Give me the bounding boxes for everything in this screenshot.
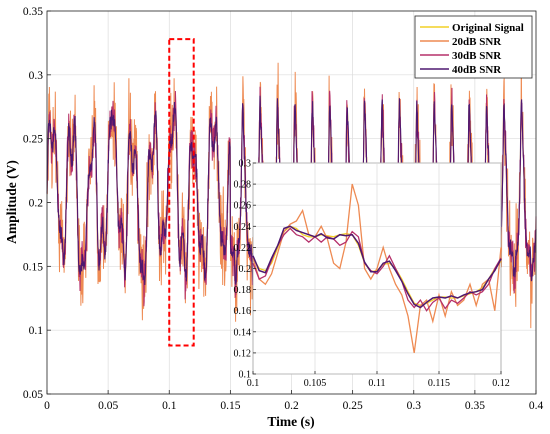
inset-series-40db-snr	[252, 225, 502, 309]
inset-x-tick-label: 0.115	[428, 378, 450, 389]
inset-y-tick-label: 0.14	[234, 327, 252, 338]
inset-grid	[252, 162, 502, 375]
y-tick-label: 0.25	[23, 134, 43, 146]
main-ticks: 0 0.05 0.1 0.15 0.2 0.25 0.3 0.35 0.40.050.10.15…	[23, 6, 544, 412]
inset-plot: 0.1 0.105 0.11 0.115 0.12 0.1 0.12 0.14 0.16 0.18…	[234, 159, 510, 390]
x-tick-label: 0.25	[343, 400, 363, 412]
inset-y-tick-label: 0.1	[239, 370, 252, 381]
inset-y-tick-label: 0.26	[234, 201, 252, 212]
inset-series-30db-snr	[252, 227, 502, 312]
inset-y-tick-label: 0.18	[234, 285, 252, 296]
x-tick-label: 0.2	[284, 400, 299, 412]
inset-y-tick-label: 0.2	[239, 264, 252, 275]
y-tick-label: 0.05	[23, 389, 43, 401]
y-tick-label: 0.15	[23, 261, 43, 273]
inset-y-tick-label: 0.24	[234, 222, 252, 233]
x-tick-label: 0.3	[407, 400, 422, 412]
x-tick-label: 0.35	[465, 400, 485, 412]
inset-y-tick-label: 0.28	[234, 180, 252, 191]
y-axis-label: Amplitude (V)	[4, 160, 19, 244]
inset-series-layer	[252, 183, 502, 354]
inset-ticks: 0.1 0.105 0.11 0.115 0.12 0.1 0.12 0.14 0.16 0.18…	[234, 159, 510, 390]
y-tick-label: 0.1	[29, 325, 44, 337]
inset-y-tick-label: 0.22	[234, 243, 252, 254]
legend-label: Original Signal	[452, 22, 524, 34]
inset-x-tick-label: 0.105	[304, 378, 327, 389]
y-tick-label: 0.2	[29, 198, 44, 210]
x-axis-label: Time (s)	[267, 414, 314, 429]
x-tick-label: 0	[44, 400, 50, 412]
inset-y-tick-label: 0.3	[239, 159, 252, 170]
highlight-region-box	[168, 38, 195, 347]
y-tick-label: 0.3	[29, 70, 44, 82]
x-tick-label: 0.15	[220, 400, 240, 412]
inset-y-tick-label: 0.16	[234, 306, 252, 317]
legend-label: 40dB SNR	[452, 64, 502, 76]
x-tick-label: 0.1	[162, 400, 177, 412]
y-tick-label: 0.35	[23, 6, 43, 18]
legend: Original Signal 20dB SNR 30dB SNR 40dB SNR	[414, 15, 533, 79]
x-tick-label: 0.05	[98, 400, 118, 412]
legend-label: 30dB SNR	[452, 50, 502, 62]
inset-x-tick-label: 0.1	[247, 378, 260, 389]
legend-label: 20dB SNR	[452, 36, 502, 48]
inset-x-tick-label: 0.12	[492, 378, 510, 389]
x-tick-label: 0.4	[529, 400, 544, 412]
inset-y-tick-label: 0.12	[234, 348, 252, 359]
inset-x-tick-label: 0.11	[368, 378, 385, 389]
inset-series-20db-snr	[252, 183, 502, 354]
